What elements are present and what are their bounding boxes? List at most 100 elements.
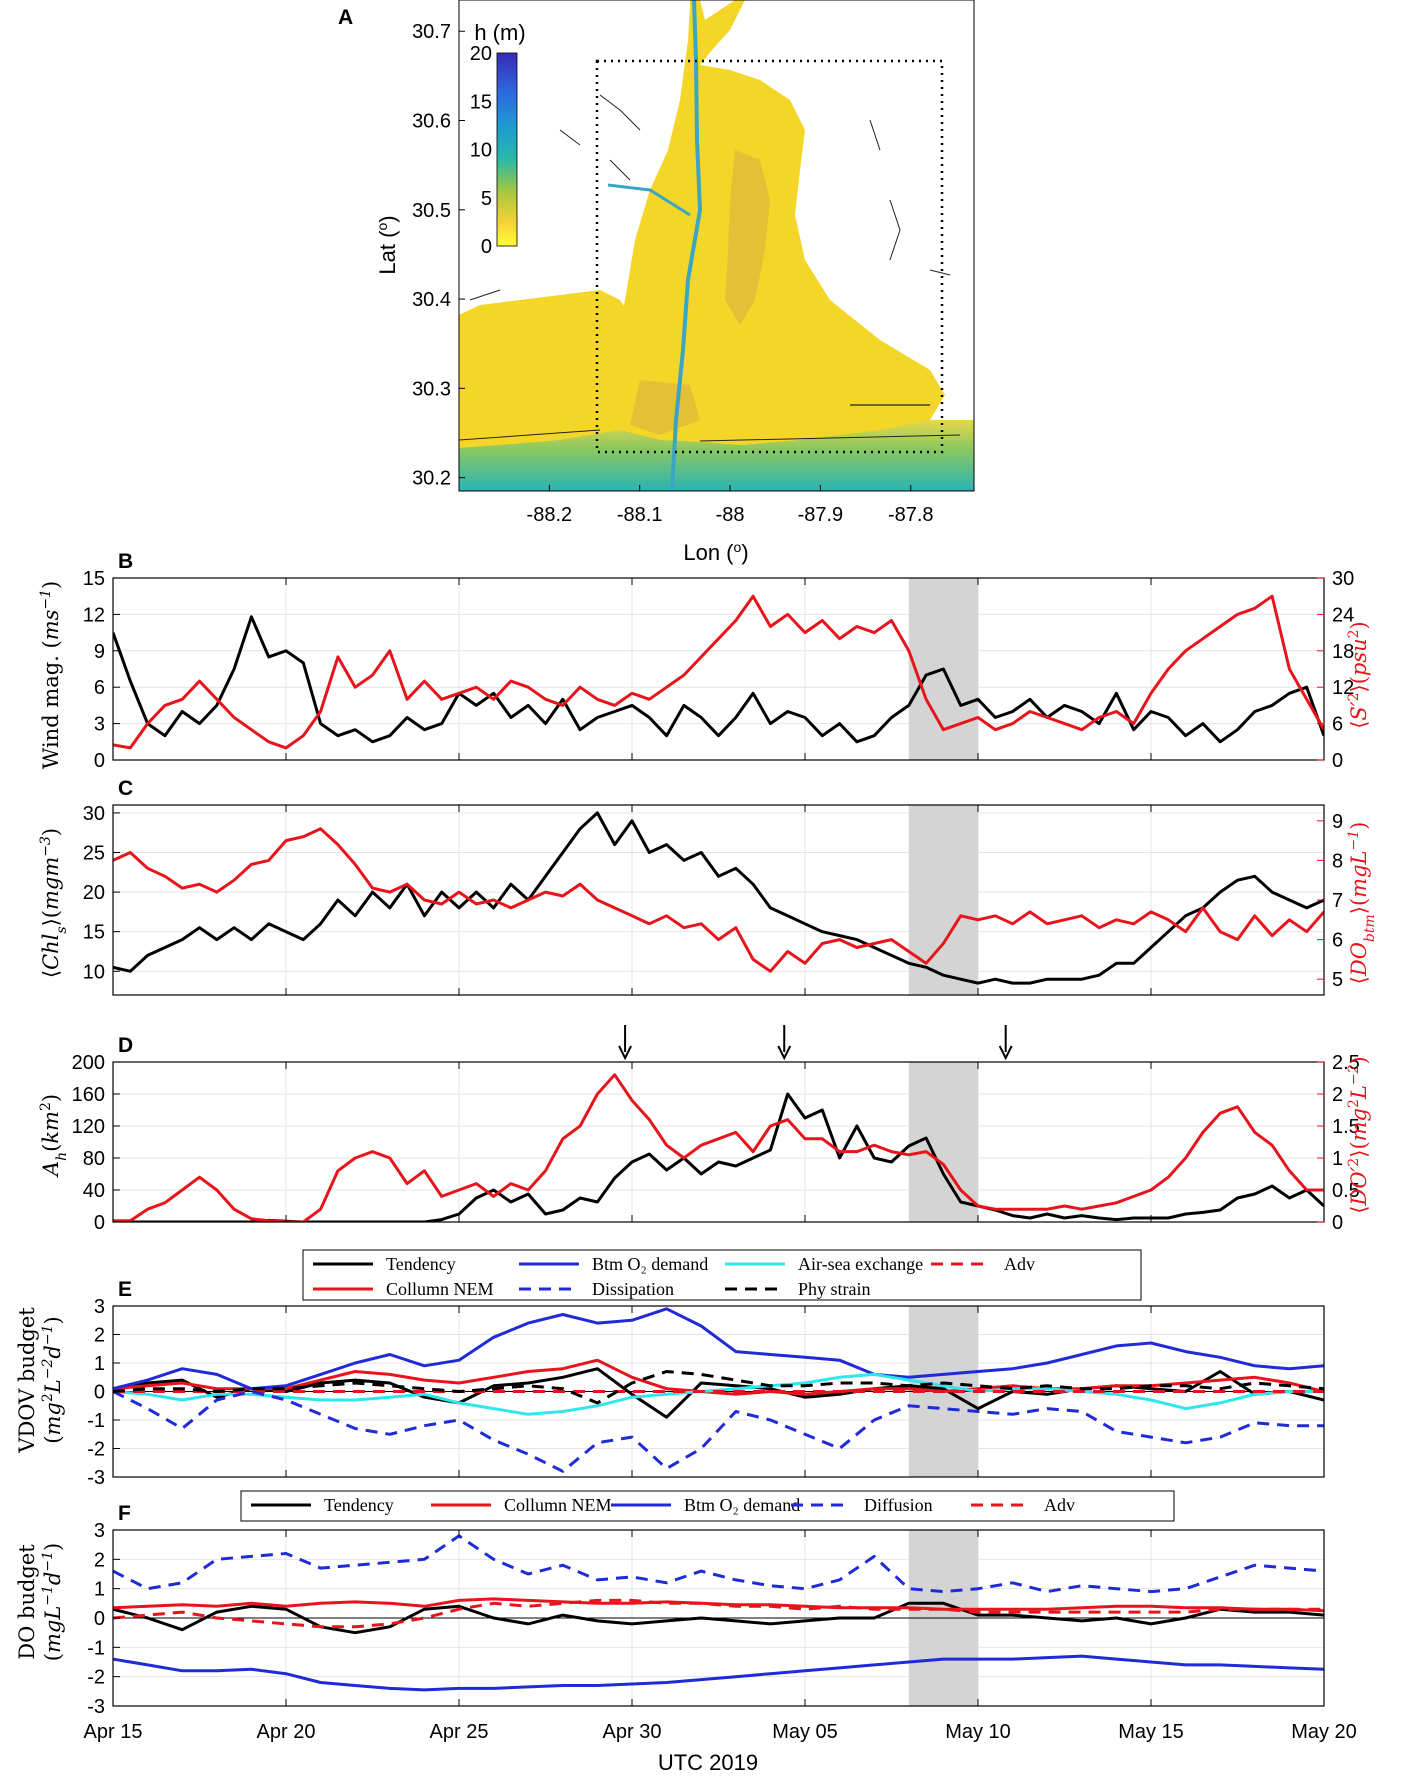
- panel-c-ytick-right-label: 8: [1332, 850, 1343, 872]
- panel-e-series-line: [113, 1370, 1324, 1405]
- panel-b-ylabel-left: Wind mag. (ms−1): [38, 581, 63, 770]
- panel-label-d: D: [118, 1034, 133, 1057]
- panel-d-ylabel-left: Ah(km2): [38, 1094, 70, 1178]
- map-xtick-label: -88.2: [527, 504, 573, 526]
- panel-d-frame: [112, 1061, 1325, 1223]
- panel-f-axis-labels: DO budget (mgL−1d−1): [15, 1543, 65, 1661]
- map-xtick-label: -88: [716, 504, 745, 526]
- time-tick-label: Apr 25: [430, 1721, 489, 1743]
- colorbar-gradient: [496, 52, 518, 247]
- map-ticks: -88.2 -88.1 -88 -87.9 -87.8 30.2 30.3 30.4 30.5 3…: [412, 21, 933, 526]
- legend-e: Tendency Btm O₂ demand Air-sea exchange Adv…: [302, 1249, 1142, 1301]
- panel-f-ytick-label: 1: [94, 1579, 105, 1601]
- map-layers: [459, 0, 974, 491]
- west-shore-water: [459, 290, 660, 448]
- panel-c-ytick-label: 10: [83, 961, 105, 983]
- colorbar-title: h (m): [474, 20, 525, 45]
- legend-e-label: Phy strain: [798, 1279, 871, 1299]
- panel-c-ytick-label: 20: [83, 882, 105, 904]
- colorbar-tick-label: 20: [470, 43, 492, 65]
- legend-f-label: Diffusion: [864, 1495, 933, 1515]
- panel-f-ytick-label: 3: [94, 1520, 105, 1542]
- panel-b-ytick-label: 12: [83, 604, 105, 626]
- panel-d-arrow-head: [998, 1045, 1013, 1061]
- panel-c-ylabel-right: ⟨DObtm⟩(mgL−1): [1346, 822, 1378, 985]
- panel-b-ytick-label: 6: [94, 677, 105, 699]
- panel-label-c: C: [118, 777, 133, 800]
- panel-c-series-line: [113, 811, 1324, 985]
- panel-e-ytick-label: 1: [94, 1353, 105, 1375]
- panel-d-ylabel-right: ⟨DO′2⟩(mg2L−2): [1346, 1056, 1371, 1213]
- panel-d-ytick-right-label: 0: [1332, 1212, 1343, 1234]
- legend-e-label: Dissipation: [592, 1279, 674, 1299]
- panel-f-ytick-label: 2: [94, 1549, 105, 1571]
- panel-e: -3 -2 -1 0 1 2 3E: [87, 1278, 1325, 1489]
- panel-label-f: F: [118, 1502, 131, 1525]
- panel-b-ylabel-right: ⟨S′2⟩(psu2): [1346, 621, 1371, 729]
- colorbar-tick-label: 0: [481, 236, 492, 258]
- colorbar: h (m) 0 5 10 15 20: [470, 20, 526, 258]
- time-axis-ticklabels: Apr 15 Apr 20 Apr 25 Apr 30 May 05 May 10 May …: [84, 1721, 1357, 1743]
- panel-c-shaded-event: [908, 805, 978, 995]
- time-tick-label: May 05: [772, 1721, 838, 1743]
- panel-e-ytick-label: -3: [87, 1467, 105, 1489]
- panel-f-series-line: [113, 1598, 1324, 1629]
- colorbar-tick-label: 10: [470, 140, 492, 162]
- legend-e-label: Adv: [1004, 1254, 1035, 1274]
- panel-c-frame: [112, 804, 1325, 996]
- panel-f-series: [113, 1534, 1324, 1692]
- panel-e-axis-labels: VDOV budget (mg2L−2d−1): [15, 1307, 65, 1454]
- time-tick-label: May 15: [1118, 1721, 1184, 1743]
- panel-e-series-line: [113, 1390, 1324, 1473]
- panel-b-series: [113, 594, 1324, 750]
- panel-f-ytick-label: -1: [87, 1637, 105, 1659]
- panel-c-ytick-right-label: 6: [1332, 930, 1343, 952]
- legend-e-label: Air-sea exchange: [798, 1254, 923, 1274]
- panel-d-ytick-label: 200: [72, 1052, 105, 1074]
- panel-d-ytick-right-label: 1.5: [1332, 1116, 1360, 1138]
- panel-c-ylabel-left: ⟨Chls⟩(mgm−3): [38, 828, 70, 978]
- ship-channel: [670, 0, 703, 491]
- bay-water: [610, 5, 945, 445]
- map-frame: [458, 0, 975, 492]
- panel-f-series-line: [113, 1654, 1324, 1692]
- time-axis-label: UTC 2019: [658, 1750, 758, 1775]
- panel-a: A h (m) 0 5 10 15 20 -88.2 -88.1 -88 -87.9 -87.8…: [338, 0, 975, 565]
- map-xtick-label: -87.8: [888, 504, 934, 526]
- panel-c-ytick-right-label: 5: [1332, 969, 1343, 991]
- panel-c-series-line: [113, 827, 1324, 973]
- legend-e-label: Btm O₂ demand: [592, 1254, 708, 1274]
- panel-b-ytick-label: 3: [94, 714, 105, 736]
- panel-f-ylabel-line1: DO budget: [15, 1544, 39, 1660]
- map-xlabel: Lon (o): [683, 539, 748, 565]
- map-xtick-label: -88.1: [617, 504, 663, 526]
- panel-c-ytick-right-label: 9: [1332, 811, 1343, 833]
- panel-c-ytick-label: 30: [83, 803, 105, 825]
- panel-b-ytick-right-label: 12: [1332, 677, 1354, 699]
- time-tick-label: Apr 15: [84, 1721, 143, 1743]
- panel-d-ytick-right-label: 1: [1332, 1148, 1343, 1170]
- map-ytick-label: 30.3: [412, 378, 451, 400]
- panel-d-ytick-label: 0: [94, 1212, 105, 1234]
- panel-f-ytick-label: -2: [87, 1667, 105, 1689]
- panel-d-ytick-label: 160: [72, 1084, 105, 1106]
- legend-f-label: Collumn NEM: [504, 1495, 612, 1515]
- panel-d-ytick-label: 80: [83, 1148, 105, 1170]
- panel-e-series: [113, 1307, 1324, 1473]
- panel-c-axis-labels: ⟨Chls⟩(mgm−3) ⟨DObtm⟩(mgL−1): [38, 822, 1378, 985]
- panel-f-series-line: [113, 1534, 1324, 1594]
- panel-d-ytick-label: 40: [83, 1180, 105, 1202]
- panel-c-series: [113, 811, 1324, 985]
- panel-b-series-line: [113, 615, 1324, 744]
- panel-f-series-line: [113, 1601, 1324, 1635]
- study-domain-box: [595, 59, 944, 454]
- panel-d-ytick-label: 120: [72, 1116, 105, 1138]
- panel-b-frame: [112, 577, 1325, 761]
- panel-f-ylabel-line2: (mgL−1d−1): [40, 1543, 65, 1661]
- legend-f-label: Adv: [1044, 1495, 1075, 1515]
- map-ytick-label: 30.2: [412, 468, 451, 490]
- legend-f: Tendency Collumn NEM Btm O₂ demand Diffusio…: [240, 1490, 1175, 1522]
- panel-e-ytick-label: -2: [87, 1439, 105, 1461]
- panel-b-ytick-label: 0: [94, 750, 105, 772]
